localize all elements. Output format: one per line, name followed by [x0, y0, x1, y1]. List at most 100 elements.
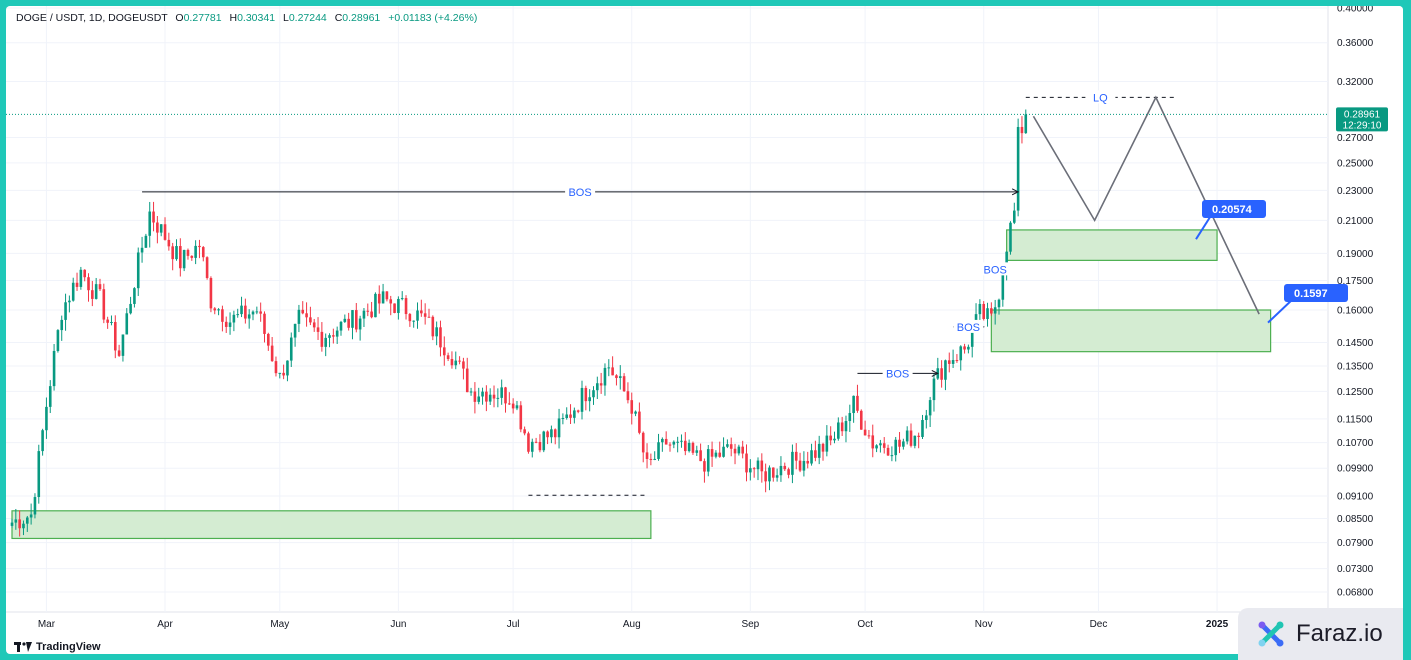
candle-body	[1013, 210, 1016, 223]
price-tick-label: 0.36000	[1337, 38, 1374, 49]
candle-body	[511, 403, 515, 409]
candle-body	[186, 249, 190, 256]
candle-body	[565, 414, 569, 418]
candle-body	[71, 282, 75, 301]
time-tick-label: Aug	[623, 619, 641, 630]
candle-body	[167, 239, 171, 247]
candle-body	[553, 429, 557, 438]
tradingview-logo[interactable]: TradingView	[14, 641, 101, 653]
candle-body	[26, 517, 29, 524]
candle-body	[737, 446, 741, 454]
candle-body	[668, 444, 672, 446]
candle-body	[152, 211, 155, 223]
candle-body	[699, 450, 702, 462]
candle-body	[561, 417, 565, 419]
candle-body	[852, 395, 855, 414]
price-tick-label: 0.07300	[1337, 564, 1374, 575]
candle-body	[607, 367, 611, 369]
candle-body	[18, 519, 21, 529]
candle-body	[863, 429, 867, 436]
candle-body	[247, 314, 251, 319]
candle-body	[894, 439, 898, 456]
annotation-arrowhead	[1011, 188, 1020, 196]
candle-body	[94, 284, 98, 299]
price-axis	[1328, 6, 1403, 654]
price-callout-pointer	[1195, 213, 1213, 240]
time-tick-label: Apr	[157, 619, 173, 630]
candle-body	[133, 288, 136, 304]
demand-zone	[990, 309, 1272, 353]
tradingview-label: TradingView	[36, 641, 101, 653]
candle-body	[316, 327, 320, 332]
candle-body	[236, 314, 240, 316]
candle-body	[209, 277, 213, 309]
candle-body	[75, 282, 79, 287]
tradingview-icon	[14, 642, 32, 652]
candle-body	[121, 334, 125, 356]
candle-body	[596, 383, 599, 391]
candle-body	[48, 386, 52, 407]
annotation-label-bg	[882, 366, 913, 380]
candle-body	[355, 310, 358, 330]
price-tick-label: 0.08500	[1337, 514, 1374, 525]
price-tick-label: 0.23000	[1337, 186, 1374, 197]
candlestick-chart[interactable]: 0.40000 0.36000 0.32000 0.27000 0.25000 0.230…	[6, 6, 1403, 654]
candle-body	[259, 311, 262, 314]
candle-body	[144, 235, 148, 248]
candle-body	[546, 431, 549, 438]
candle-body	[913, 435, 917, 446]
candle-body	[194, 245, 197, 258]
candle-body	[603, 367, 607, 386]
candle-body	[251, 311, 255, 315]
candle-body	[718, 452, 722, 457]
candle-body	[519, 405, 523, 430]
candle-body	[117, 350, 121, 356]
price-tick-label: 0.06800	[1337, 588, 1374, 599]
candle-body	[320, 331, 324, 347]
open-label: O	[175, 12, 184, 24]
candle-body	[664, 438, 668, 445]
candle-body	[986, 308, 989, 319]
demand-zone	[1006, 229, 1218, 261]
candle-body	[1020, 126, 1024, 134]
candle-body	[420, 310, 423, 314]
candle-body	[867, 435, 871, 437]
faraz-label: Faraz.io	[1296, 620, 1383, 647]
price-tick-label: 0.27000	[1337, 133, 1374, 144]
candle-body	[110, 322, 113, 324]
candle-body	[205, 257, 209, 278]
candle-body	[970, 328, 974, 347]
candle-body	[343, 318, 347, 322]
candle-body	[389, 299, 393, 304]
price-tick-label: 0.09100	[1337, 491, 1374, 502]
candle-body	[630, 400, 634, 414]
candle-body	[423, 313, 427, 317]
candle-body	[542, 431, 546, 451]
candle-body	[588, 397, 591, 402]
candle-body	[129, 303, 132, 314]
price-tick-label: 0.16000	[1337, 306, 1374, 317]
candle-body	[324, 337, 327, 347]
candle-body	[201, 247, 205, 258]
candle-body	[339, 321, 343, 331]
price-tick-label: 0.10700	[1337, 438, 1374, 449]
candle-body	[752, 468, 756, 470]
faraz-watermark: Faraz.io	[1238, 608, 1403, 660]
candle-body	[286, 360, 289, 376]
candle-body	[833, 438, 836, 441]
candle-body	[523, 429, 526, 434]
candle-body	[515, 405, 519, 409]
candle-body	[140, 247, 144, 253]
price-callout-pointer	[1267, 297, 1295, 324]
candle-body	[156, 222, 159, 233]
candle-body	[358, 318, 362, 330]
time-tick-label: Jun	[390, 619, 406, 630]
candle-body	[840, 422, 844, 432]
candle-body	[148, 211, 152, 236]
candle-body	[794, 451, 798, 461]
candle-body	[52, 350, 56, 387]
candle-body	[171, 246, 174, 260]
candle-body	[335, 330, 339, 337]
candle-body	[1024, 114, 1028, 134]
candle-body	[56, 330, 60, 351]
